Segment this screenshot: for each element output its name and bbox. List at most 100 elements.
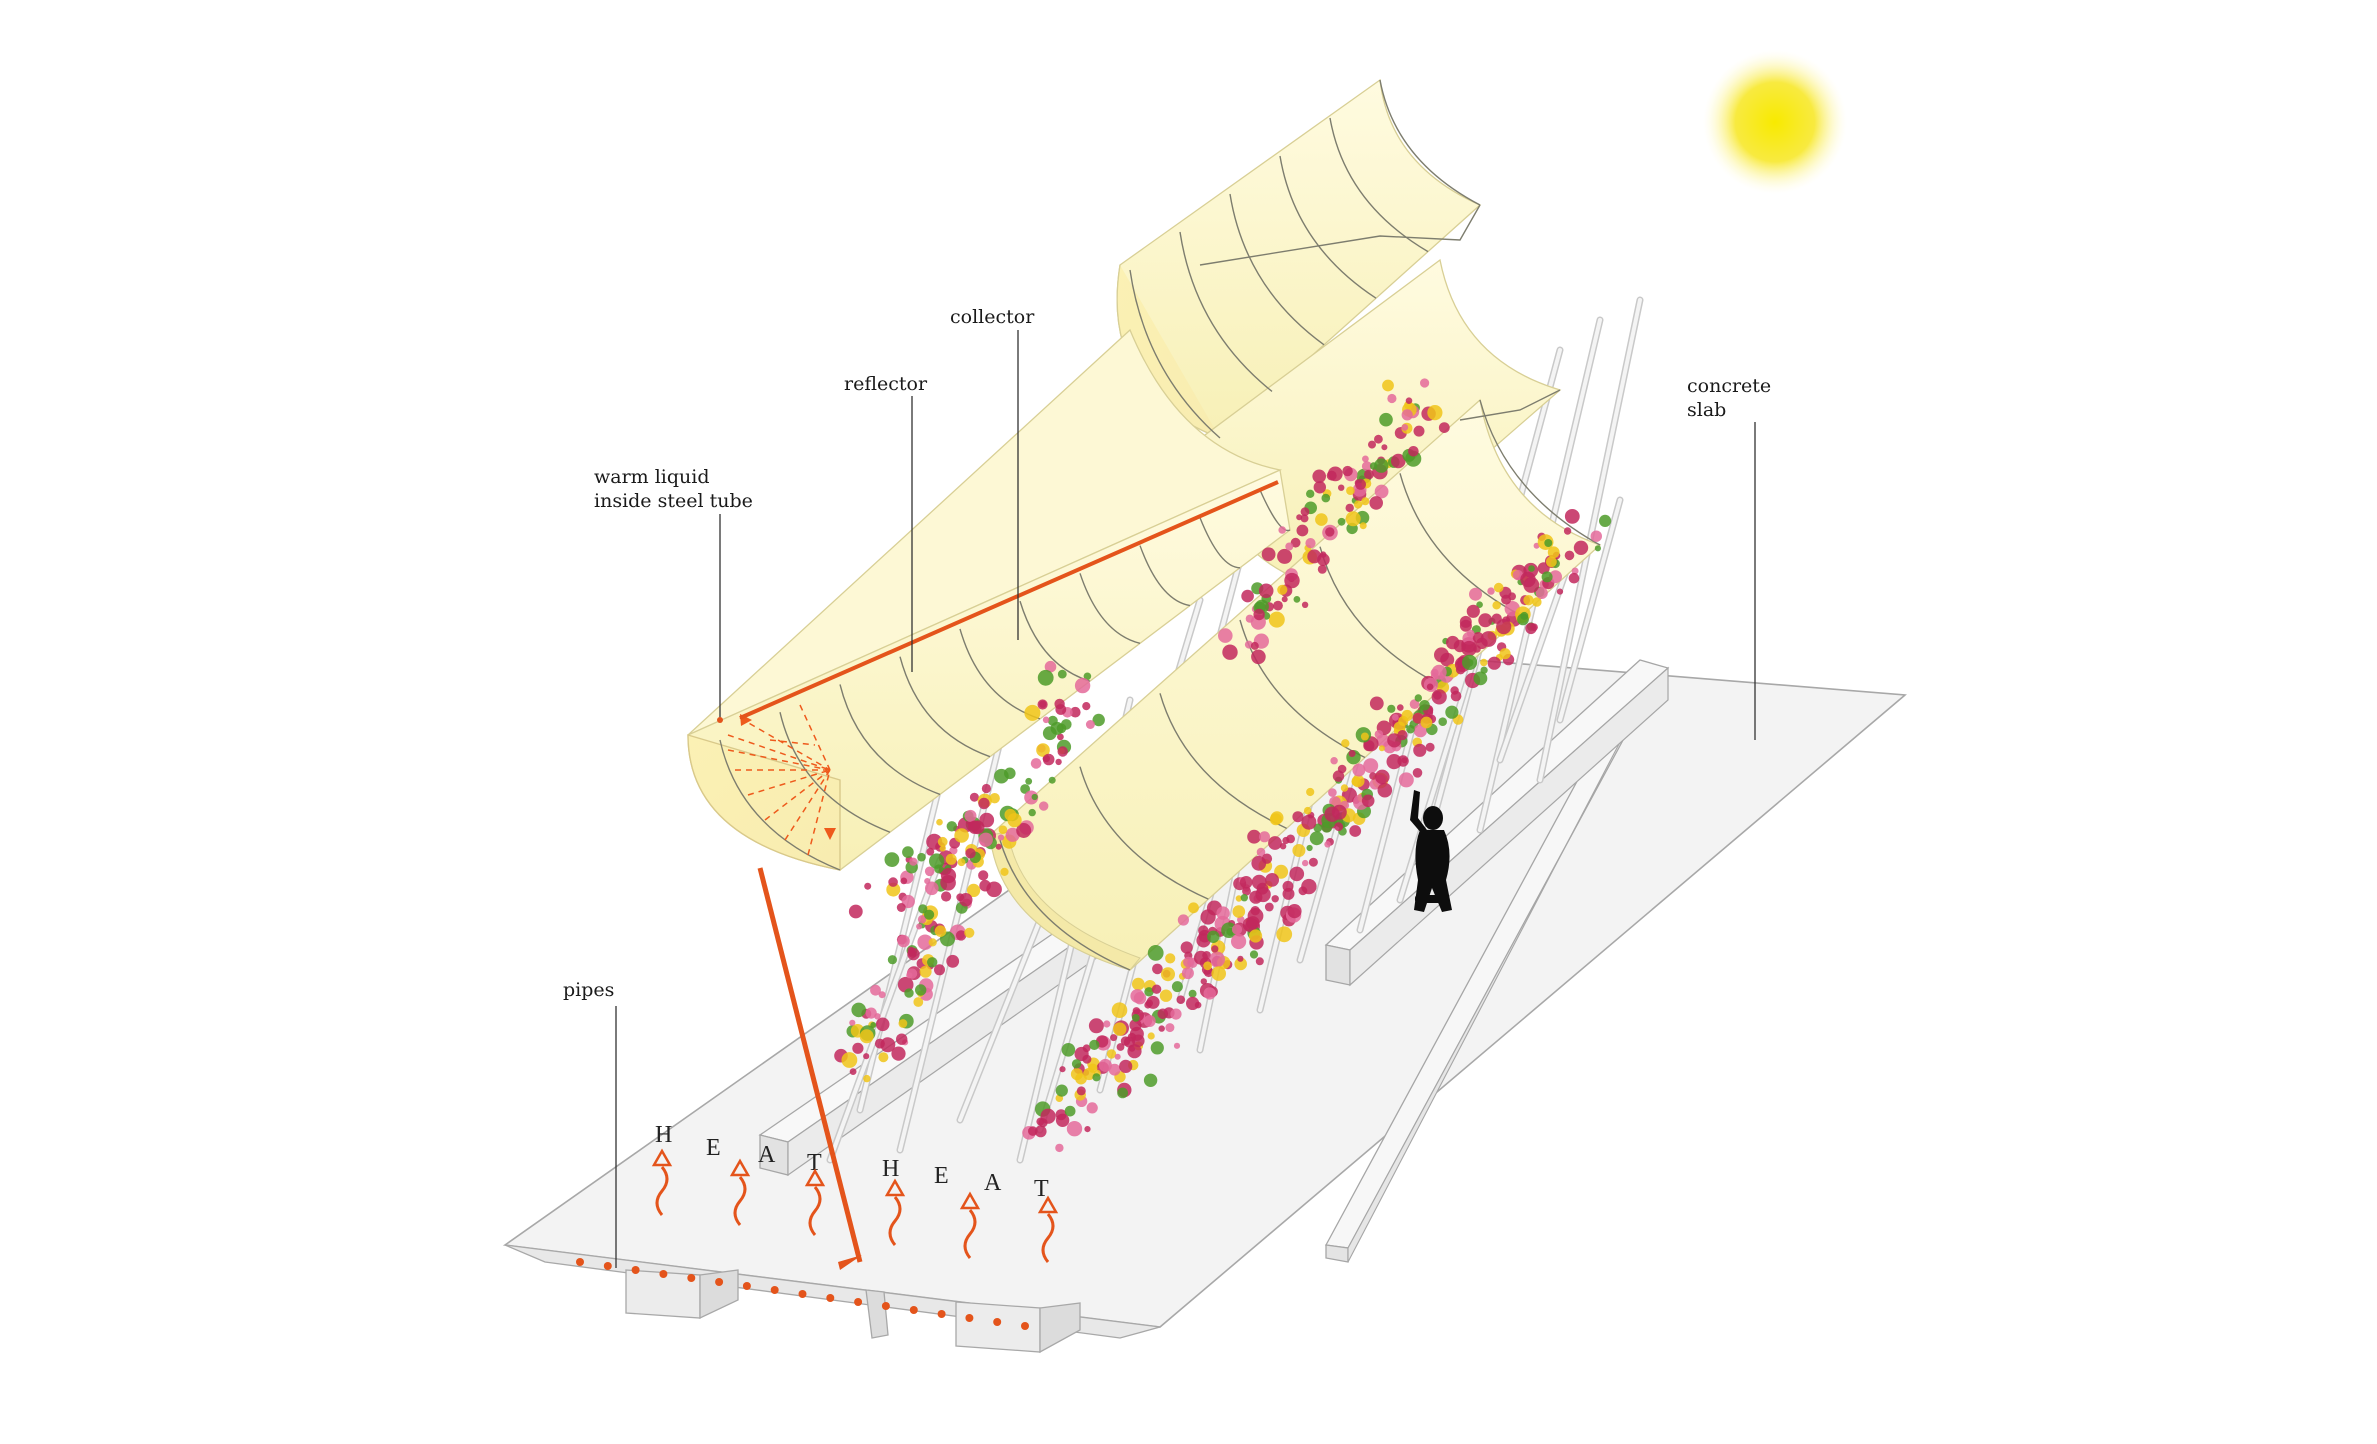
bloom	[1512, 569, 1524, 581]
bloom	[1211, 945, 1219, 953]
bloom	[909, 857, 918, 866]
bloom	[1055, 1113, 1070, 1128]
bloom	[1268, 836, 1282, 850]
bloom	[1487, 587, 1495, 595]
bloom	[1165, 953, 1176, 964]
bloom	[940, 868, 957, 884]
bloom	[1261, 853, 1273, 864]
bloom	[1083, 672, 1092, 681]
bloom	[1055, 704, 1067, 715]
bloom	[1467, 629, 1475, 638]
bloom	[1369, 462, 1378, 470]
reflector-rib	[1479, 399, 1601, 546]
reflector-rib	[1199, 517, 1241, 569]
bloom	[1282, 887, 1295, 900]
bloom	[1374, 484, 1389, 499]
bloom	[900, 877, 908, 885]
bloom	[1296, 524, 1309, 537]
bloom	[1413, 425, 1425, 437]
bloom	[1590, 530, 1603, 542]
pipe-dot-icon	[770, 1286, 779, 1294]
bloom	[1040, 1108, 1056, 1124]
bloom	[1408, 446, 1419, 457]
pipes	[576, 1258, 1029, 1330]
bloom	[887, 955, 898, 965]
bloom	[1332, 770, 1345, 782]
bloom	[1088, 1018, 1104, 1034]
bloom	[1420, 378, 1430, 388]
bloom	[917, 852, 926, 862]
pipe-dot-icon	[715, 1278, 724, 1286]
bloom	[1433, 690, 1442, 700]
reflector-rib	[719, 739, 841, 871]
bloom	[1061, 1043, 1076, 1057]
bloom	[978, 797, 990, 810]
reflector-rib	[1139, 545, 1191, 607]
bloom	[1397, 704, 1404, 711]
bloom	[1177, 914, 1189, 926]
heat-text: H E A T H E A T	[655, 1122, 1049, 1202]
label-warm-liquid-line1: warm liquid	[594, 466, 710, 488]
bloom	[1445, 705, 1459, 719]
heat-letter: T	[1034, 1176, 1049, 1202]
bloom	[1320, 551, 1327, 558]
bloom	[1241, 589, 1254, 603]
bloom	[978, 832, 993, 847]
pipe-dot-icon	[937, 1310, 946, 1318]
heat-letter: E	[706, 1135, 721, 1161]
bloom	[1025, 777, 1033, 785]
bloom	[841, 1052, 858, 1068]
bloom	[1300, 507, 1310, 517]
bloom	[917, 934, 933, 950]
bloom	[1301, 814, 1317, 830]
bloom	[1216, 906, 1230, 920]
bloom	[934, 964, 945, 976]
bloom	[1361, 461, 1373, 472]
bloom	[919, 965, 932, 978]
bloom	[1369, 696, 1384, 711]
bloom	[926, 833, 943, 850]
bloom	[924, 878, 931, 885]
bloom	[1571, 567, 1579, 575]
bloom	[1346, 486, 1355, 496]
bloom	[1401, 424, 1409, 431]
bloom	[1239, 876, 1253, 889]
steel-tube	[739, 480, 1279, 1270]
bloom	[1261, 547, 1276, 562]
bloom	[1290, 537, 1301, 548]
bloom	[929, 853, 945, 869]
pipe-dot-icon	[603, 1262, 612, 1270]
bloom	[1271, 895, 1279, 903]
bloom	[926, 847, 935, 856]
bloom	[1599, 514, 1612, 528]
bloom	[1313, 823, 1323, 833]
bloom	[1285, 542, 1294, 551]
bloom	[1564, 550, 1575, 561]
bloom	[998, 825, 1008, 834]
bloom	[964, 927, 975, 938]
bloom	[1031, 793, 1038, 801]
bloom	[1042, 753, 1055, 766]
bloom	[1409, 699, 1420, 709]
bloom	[1074, 677, 1091, 694]
bloom	[1255, 957, 1264, 966]
bloom	[1352, 763, 1366, 777]
bloom	[1327, 466, 1343, 482]
bloom	[1368, 440, 1376, 449]
strut-pole	[1556, 496, 1624, 724]
bloom	[1036, 743, 1050, 757]
reflector-rib	[839, 684, 941, 796]
bloom	[1222, 644, 1238, 660]
bloom	[1144, 987, 1154, 997]
bloom	[1563, 527, 1572, 535]
bloom	[1520, 571, 1536, 588]
bloom	[1028, 808, 1036, 817]
bloom	[1188, 989, 1197, 998]
pipe-dot-icon	[631, 1266, 640, 1274]
bloom	[1057, 733, 1064, 741]
bloom	[1249, 929, 1263, 943]
bloom	[1375, 769, 1390, 785]
bloom	[1273, 600, 1283, 611]
bloom	[1082, 1054, 1092, 1064]
reflector-ribs	[719, 79, 1601, 971]
